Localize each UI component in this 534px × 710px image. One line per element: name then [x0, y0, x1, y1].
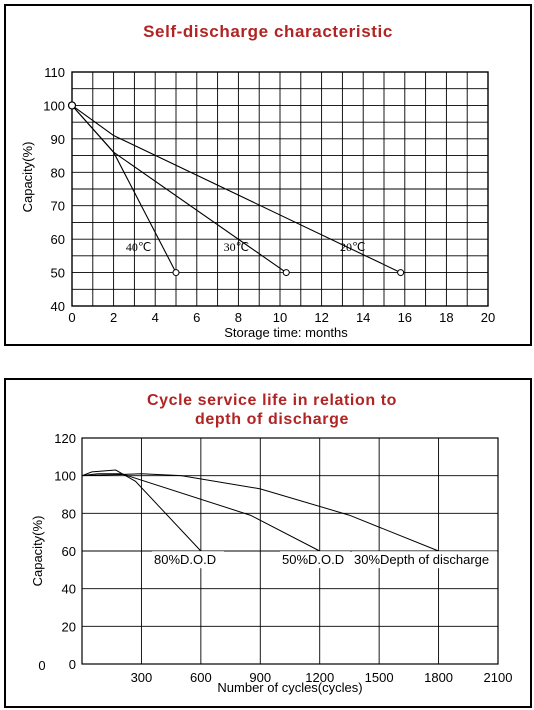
- y-axis-label: Capacity(%): [30, 516, 45, 587]
- x-axis-label: Storage time: months: [224, 325, 348, 340]
- series-start-marker: [67, 101, 77, 110]
- plot-area-frame: [81, 437, 499, 665]
- y-tick-label: 40: [62, 582, 76, 597]
- series-label: 30%Depth of discharge: [354, 552, 489, 567]
- y-tick-label: 120: [54, 431, 76, 446]
- series-label-backing: [152, 551, 224, 569]
- y-tick-label: 70: [51, 199, 65, 214]
- chart-title-line: Cycle service life in relation to: [147, 392, 397, 409]
- cycle-life-chart: Cycle service life in relation to depth o…: [30, 392, 513, 695]
- y-tick-label: 60: [51, 232, 65, 247]
- series-label: 20℃: [340, 240, 365, 254]
- x-tick-label: 6: [193, 310, 200, 325]
- plot-area-frame: [71, 71, 489, 307]
- x-tick-label: 300: [131, 670, 153, 685]
- y-tick-label: 50: [51, 266, 65, 281]
- x-tick-label: 2: [110, 310, 117, 325]
- series-line: [81, 469, 202, 552]
- x-tick-label: 14: [356, 310, 370, 325]
- y-tick-label: 60: [62, 544, 76, 559]
- series-label: 30℃: [224, 240, 249, 254]
- x-tick-label: 4: [152, 310, 159, 325]
- x-tick-label: 20: [481, 310, 495, 325]
- x-tick-label: 12: [314, 310, 328, 325]
- x-tick-label: 0: [68, 310, 75, 325]
- y-tick-label: 100: [43, 98, 65, 113]
- x-tick-label: 8: [235, 310, 242, 325]
- self-discharge-panel: Self-discharge characteristic 40 50 60 70 80 9…: [4, 4, 532, 346]
- y-tick-label: 0: [69, 657, 76, 672]
- x-tick-label: 1200: [305, 670, 334, 685]
- y-tick-label: 80: [51, 165, 65, 180]
- series-line: [81, 473, 320, 552]
- series-end-marker: [282, 269, 290, 277]
- x-tick-label: 1800: [424, 670, 453, 685]
- series-label-backing: [352, 551, 497, 569]
- series-line: [71, 105, 287, 274]
- x-tick-label: 900: [249, 670, 271, 685]
- y-tick-label: 40: [51, 299, 65, 314]
- y-axis-label: Capacity(%): [20, 142, 35, 213]
- x-axis-label: Number of cycles(cycles): [217, 680, 362, 695]
- x-tick-label: 18: [439, 310, 453, 325]
- origin-tick-label: 0: [38, 658, 45, 673]
- x-tick-label: 16: [398, 310, 412, 325]
- chart-title: Self-discharge characteristic: [143, 22, 393, 41]
- series-label: 40℃: [126, 240, 151, 254]
- series-label-backing: [280, 551, 350, 569]
- y-tick-label: 20: [62, 619, 76, 634]
- series-end-marker: [172, 269, 180, 277]
- cycle-life-panel: Cycle service life in relation to depth o…: [4, 378, 532, 708]
- y-tick-label: 100: [54, 469, 76, 484]
- series-label: 80%D.O.D: [154, 552, 216, 567]
- x-tick-label: 10: [273, 310, 287, 325]
- x-tick-label: 2100: [484, 670, 513, 685]
- x-tick-label: 1500: [365, 670, 394, 685]
- y-tick-label: 80: [62, 506, 76, 521]
- series-line: [81, 473, 439, 552]
- y-tick-label: 110: [44, 65, 65, 80]
- series-line: [71, 104, 401, 274]
- series-label: 50%D.O.D: [282, 552, 344, 567]
- chart-title-line: depth of discharge: [195, 411, 349, 428]
- y-tick-label: 90: [51, 132, 65, 147]
- x-tick-label: 600: [190, 670, 212, 685]
- self-discharge-chart: Self-discharge characteristic40506070809…: [20, 22, 495, 340]
- series-end-marker: [397, 269, 405, 277]
